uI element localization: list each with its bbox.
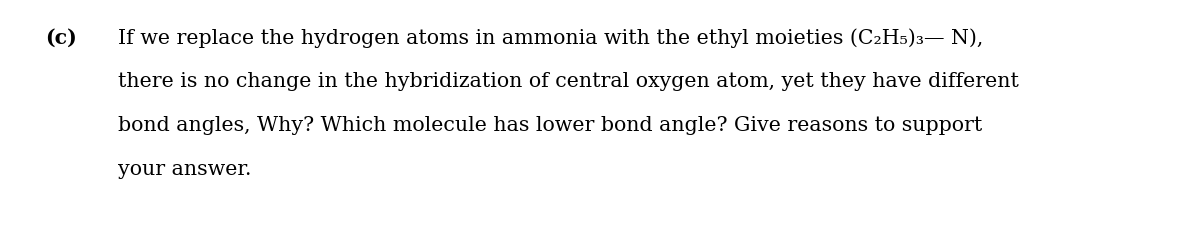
Text: there is no change in the hybridization of central oxygen atom, yet they have di: there is no change in the hybridization … xyxy=(118,72,1019,91)
Text: bond angles, Why? Which molecule has lower bond angle? Give reasons to support: bond angles, Why? Which molecule has low… xyxy=(118,115,983,134)
Text: your answer.: your answer. xyxy=(118,159,251,178)
Text: If we replace the hydrogen atoms in ammonia with the ethyl moieties (C₂H₅)₃— N),: If we replace the hydrogen atoms in ammo… xyxy=(118,28,983,47)
Text: (c): (c) xyxy=(46,28,77,48)
